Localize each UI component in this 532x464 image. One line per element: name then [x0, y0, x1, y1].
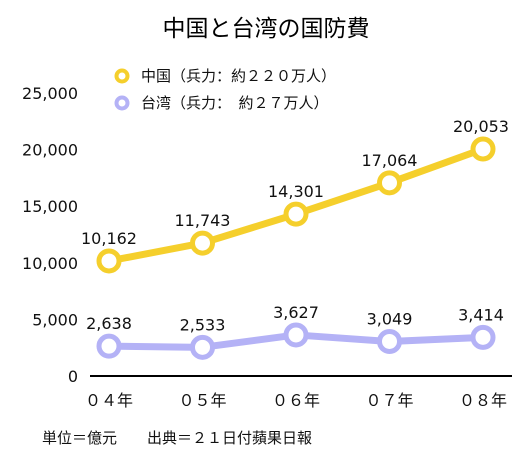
y-tick-label: 10,000 [22, 254, 78, 273]
x-tick-label: ０６年 [272, 391, 320, 410]
x-axis: ０４年 ０５年 ０６年 ０７年 ０８年 [85, 391, 507, 410]
x-tick-label: ０５年 [178, 391, 226, 410]
data-label: 3,414 [458, 305, 504, 324]
y-tick-label: 20,000 [22, 141, 78, 160]
footnote: 単位＝億元 出典＝２１日付蘋果日報 [42, 429, 312, 447]
data-label: 10,162 [81, 229, 137, 248]
legend-marker [114, 95, 130, 111]
x-tick-label: ０７年 [365, 391, 413, 410]
data-label: 11,743 [175, 211, 231, 230]
chart-title: 中国と台湾の国防費 [163, 16, 370, 42]
series-china: 10,162 11,743 14,301 17,064 20,053 [81, 117, 509, 274]
y-axis: 0 5,000 10,000 15,000 20,000 25,000 [22, 84, 78, 386]
y-tick-label: 0 [68, 367, 78, 386]
data-point [96, 248, 122, 274]
x-tick-label: ０８年 [459, 391, 507, 410]
y-tick-label: 5,000 [32, 310, 78, 329]
data-point [470, 324, 496, 350]
data-point [470, 136, 496, 162]
legend-marker [114, 68, 130, 84]
data-point [283, 201, 309, 227]
legend-label: 台湾（兵力： 約２７万人） [141, 94, 329, 112]
data-label: 20,053 [453, 117, 509, 136]
legend: 中国（兵力：約２２０万人） 台湾（兵力： 約２７万人） [114, 67, 336, 112]
legend-label: 中国（兵力：約２２０万人） [141, 67, 336, 85]
data-label: 3,049 [367, 309, 413, 328]
data-point [377, 170, 402, 196]
x-tick-label: ０４年 [85, 391, 133, 410]
data-label: 2,533 [180, 315, 226, 334]
data-label: 3,627 [273, 303, 319, 322]
data-point [377, 328, 402, 354]
plot-area: 10,162 11,743 14,301 17,064 20,053 2,638 2,533… [81, 117, 509, 360]
y-tick-label: 25,000 [22, 84, 78, 103]
data-point [190, 334, 215, 360]
data-point [96, 333, 122, 359]
data-point [190, 230, 215, 256]
data-label: 17,064 [362, 151, 418, 170]
data-label: 2,638 [86, 314, 132, 333]
data-label: 14,301 [268, 182, 324, 201]
data-point [283, 322, 309, 348]
series-taiwan: 2,638 2,533 3,627 3,049 3,414 [86, 303, 504, 360]
y-tick-label: 15,000 [22, 197, 78, 216]
